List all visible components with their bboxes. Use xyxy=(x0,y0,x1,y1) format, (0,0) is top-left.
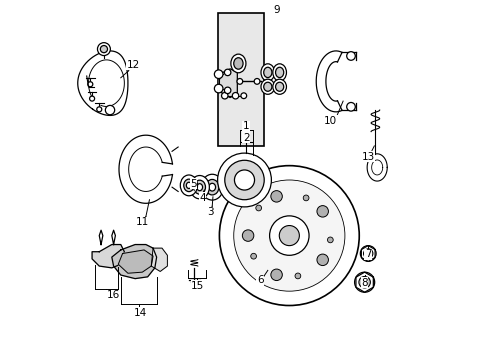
Circle shape xyxy=(89,96,94,101)
Circle shape xyxy=(214,70,223,78)
Circle shape xyxy=(224,160,264,200)
Polygon shape xyxy=(118,250,153,273)
Circle shape xyxy=(303,195,308,201)
Text: 7: 7 xyxy=(364,249,371,259)
Circle shape xyxy=(237,78,242,84)
Circle shape xyxy=(241,93,246,99)
Circle shape xyxy=(363,249,372,258)
Circle shape xyxy=(224,69,230,76)
Circle shape xyxy=(224,87,230,94)
Ellipse shape xyxy=(190,176,209,199)
Ellipse shape xyxy=(205,179,219,195)
Ellipse shape xyxy=(196,184,202,191)
Circle shape xyxy=(214,84,223,93)
Circle shape xyxy=(217,153,271,207)
Circle shape xyxy=(233,180,344,291)
Text: 14: 14 xyxy=(134,308,147,318)
Ellipse shape xyxy=(261,79,274,94)
Circle shape xyxy=(294,273,300,279)
Text: 4: 4 xyxy=(199,193,205,203)
Text: 10: 10 xyxy=(324,116,336,126)
Ellipse shape xyxy=(233,58,243,69)
Bar xyxy=(217,13,264,146)
Circle shape xyxy=(100,45,107,53)
Text: 9: 9 xyxy=(273,5,280,15)
Circle shape xyxy=(255,205,261,211)
Text: 12: 12 xyxy=(126,59,140,69)
Ellipse shape xyxy=(261,64,274,81)
Ellipse shape xyxy=(263,67,271,78)
Ellipse shape xyxy=(208,183,215,191)
Circle shape xyxy=(219,166,359,306)
Text: 6: 6 xyxy=(256,275,263,285)
Polygon shape xyxy=(151,248,167,271)
Ellipse shape xyxy=(183,179,194,192)
Circle shape xyxy=(232,93,238,99)
Circle shape xyxy=(316,206,328,217)
Ellipse shape xyxy=(275,82,283,91)
Circle shape xyxy=(88,82,93,87)
Text: 2: 2 xyxy=(243,133,249,143)
Polygon shape xyxy=(92,244,124,268)
Text: 11: 11 xyxy=(135,217,149,227)
Ellipse shape xyxy=(272,64,286,81)
Text: 13: 13 xyxy=(361,152,374,162)
Circle shape xyxy=(346,52,355,60)
Text: 5: 5 xyxy=(190,179,197,189)
Text: 1: 1 xyxy=(243,121,249,131)
Ellipse shape xyxy=(272,79,286,94)
Text: 3: 3 xyxy=(207,207,213,217)
Circle shape xyxy=(316,254,328,266)
Circle shape xyxy=(242,230,253,241)
Circle shape xyxy=(269,216,308,255)
Circle shape xyxy=(346,103,355,111)
Ellipse shape xyxy=(193,180,205,194)
Ellipse shape xyxy=(186,182,191,189)
Polygon shape xyxy=(219,69,237,98)
Circle shape xyxy=(270,269,282,280)
Circle shape xyxy=(254,78,260,84)
Ellipse shape xyxy=(263,82,271,91)
Circle shape xyxy=(360,246,375,261)
Circle shape xyxy=(105,105,115,115)
Circle shape xyxy=(354,272,374,292)
Circle shape xyxy=(270,191,282,202)
Circle shape xyxy=(97,42,110,55)
Circle shape xyxy=(234,170,254,190)
Circle shape xyxy=(97,107,102,112)
Circle shape xyxy=(279,226,299,246)
Circle shape xyxy=(221,93,227,99)
Text: 15: 15 xyxy=(191,281,204,291)
Polygon shape xyxy=(112,244,156,279)
Ellipse shape xyxy=(275,67,283,78)
Circle shape xyxy=(327,237,332,243)
Text: 16: 16 xyxy=(107,291,120,301)
Circle shape xyxy=(250,253,256,259)
Text: 8: 8 xyxy=(361,278,367,288)
Ellipse shape xyxy=(230,54,245,73)
Ellipse shape xyxy=(180,175,197,196)
Ellipse shape xyxy=(201,174,223,200)
Circle shape xyxy=(358,276,369,288)
